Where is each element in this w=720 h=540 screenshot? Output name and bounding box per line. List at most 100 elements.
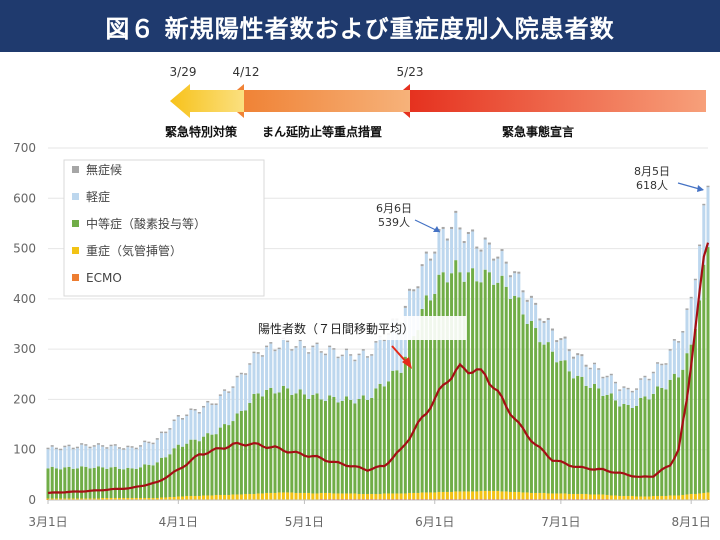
bar-severe bbox=[374, 493, 378, 499]
bar-severe bbox=[143, 497, 147, 500]
bar-mild bbox=[698, 246, 702, 301]
bar-none bbox=[210, 403, 214, 405]
bar-none bbox=[223, 389, 227, 391]
bar-mild bbox=[105, 448, 109, 469]
bar-severe bbox=[336, 493, 340, 499]
bar-none bbox=[340, 354, 344, 357]
bar-severe bbox=[656, 495, 660, 500]
bar-ecmo bbox=[471, 498, 475, 500]
bar-none bbox=[466, 231, 470, 234]
bar-mild bbox=[571, 358, 575, 379]
bar-moderate bbox=[462, 281, 466, 492]
bar-mild bbox=[580, 356, 584, 377]
bar-ecmo bbox=[370, 498, 374, 500]
bar-moderate bbox=[626, 404, 630, 496]
bar-none bbox=[239, 372, 243, 375]
bar-moderate bbox=[563, 360, 567, 494]
bar-ecmo bbox=[387, 498, 391, 500]
bar-mild bbox=[450, 228, 454, 274]
y-tick-label: 700 bbox=[13, 141, 36, 155]
bar-severe bbox=[349, 493, 353, 499]
bar-mild bbox=[454, 212, 458, 261]
bar-severe bbox=[227, 494, 231, 500]
bar-none bbox=[571, 356, 575, 359]
bar-severe bbox=[601, 494, 605, 499]
bar-severe bbox=[88, 498, 92, 500]
bar-mild bbox=[614, 383, 618, 401]
bar-none bbox=[277, 347, 281, 350]
bar-mild bbox=[601, 378, 605, 396]
bar-ecmo bbox=[466, 498, 470, 500]
bar-none bbox=[75, 446, 79, 449]
y-tick-label: 600 bbox=[13, 191, 36, 205]
bar-moderate bbox=[311, 394, 315, 494]
bar-severe bbox=[605, 494, 609, 499]
bar-moderate bbox=[286, 388, 290, 493]
bar-severe bbox=[517, 491, 521, 499]
legend: 無症候 軽症 中等症（酸素投与等） 重症（気管挿管） ECMO bbox=[63, 159, 265, 297]
x-tick-label: 4月1日 bbox=[159, 515, 198, 529]
bar-moderate bbox=[336, 402, 340, 494]
phase-date-special: 3/29 bbox=[170, 65, 197, 79]
bar-none bbox=[130, 446, 134, 448]
bar-mild bbox=[252, 353, 256, 394]
bar-ecmo bbox=[332, 498, 336, 500]
bar-mild bbox=[328, 347, 332, 396]
bar-mild bbox=[130, 447, 134, 469]
bar-moderate bbox=[416, 330, 420, 493]
bar-none bbox=[290, 349, 294, 351]
annotation-june-arrowhead bbox=[433, 226, 440, 232]
bar-none bbox=[584, 364, 588, 367]
bar-moderate bbox=[138, 467, 142, 498]
bar-moderate bbox=[151, 465, 155, 498]
phase-date-priority: 4/12 bbox=[233, 65, 260, 79]
bar-none bbox=[143, 440, 147, 443]
bar-severe bbox=[273, 492, 277, 500]
bar-severe bbox=[441, 491, 445, 499]
bar-severe bbox=[370, 493, 374, 499]
bar-moderate bbox=[429, 300, 433, 493]
bar-severe bbox=[126, 497, 130, 500]
bar-none bbox=[462, 241, 466, 244]
bar-moderate bbox=[706, 247, 710, 493]
bar-moderate bbox=[361, 395, 365, 494]
bar-severe bbox=[424, 492, 428, 499]
bar-moderate bbox=[387, 381, 391, 494]
bar-severe bbox=[193, 495, 197, 500]
bar-none bbox=[441, 226, 445, 229]
bar-mild bbox=[349, 355, 353, 400]
bar-moderate bbox=[273, 393, 277, 493]
bar-ecmo bbox=[529, 498, 533, 500]
bar-ecmo bbox=[546, 498, 550, 500]
bar-moderate bbox=[374, 388, 378, 494]
bar-moderate bbox=[378, 383, 382, 494]
bar-none bbox=[677, 341, 681, 343]
bar-mild bbox=[496, 258, 500, 283]
bar-moderate bbox=[399, 372, 403, 494]
bar-mild bbox=[500, 251, 504, 276]
bar-moderate bbox=[605, 394, 609, 495]
bar-severe bbox=[382, 493, 386, 499]
legend-label-mild: 軽症 bbox=[86, 189, 110, 204]
bar-none bbox=[420, 264, 424, 267]
bar-none bbox=[122, 448, 126, 450]
bar-moderate bbox=[441, 272, 445, 492]
bar-mild bbox=[206, 402, 210, 434]
bar-mild bbox=[75, 448, 79, 469]
bar-moderate bbox=[412, 336, 416, 493]
bar-mild bbox=[193, 410, 197, 440]
bar-ecmo bbox=[416, 498, 420, 500]
bar-moderate bbox=[685, 353, 689, 495]
bar-none bbox=[639, 378, 643, 380]
bar-severe bbox=[80, 498, 84, 500]
bar-none bbox=[185, 414, 189, 417]
bar-moderate bbox=[403, 356, 407, 494]
bar-mild bbox=[202, 407, 206, 437]
bar-none bbox=[403, 305, 407, 308]
phase-date-emergency: 5/23 bbox=[397, 65, 424, 79]
bar-severe bbox=[550, 493, 554, 499]
bar-mild bbox=[534, 304, 538, 329]
bar-moderate bbox=[618, 406, 622, 496]
bar-ecmo bbox=[395, 498, 399, 500]
bar-none bbox=[84, 444, 88, 446]
